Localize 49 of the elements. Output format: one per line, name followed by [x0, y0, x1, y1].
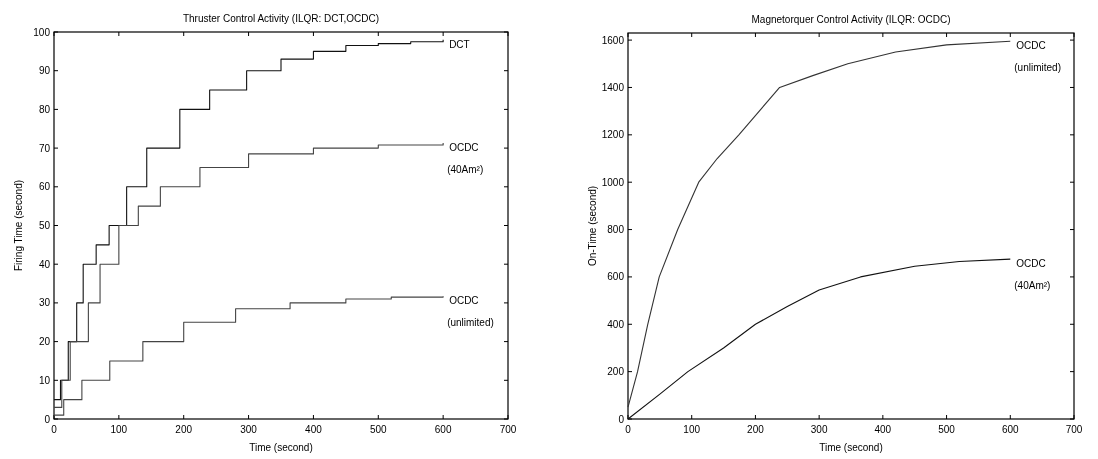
y-tick-label: 1000: [601, 176, 625, 188]
y-tick-label: 400: [607, 318, 625, 330]
series-label: OCDC (unlimited): [447, 295, 494, 329]
y-tick-label: 10: [38, 374, 51, 386]
y-axis-title: Firing Time (second): [13, 179, 24, 272]
x-tick-label: 600: [434, 424, 452, 435]
y-axis-title: On-Time (second): [587, 185, 598, 267]
x-tick-label: 400: [305, 424, 323, 435]
x-axis-title: Time (second): [819, 442, 883, 453]
x-tick-label: 200: [175, 424, 193, 435]
line-series: [627, 258, 1011, 420]
y-tick-label: 80: [38, 103, 51, 115]
y-tick-label: 90: [38, 65, 51, 77]
series-label: DCT: [449, 38, 470, 50]
y-tick-label: 100: [33, 26, 51, 38]
chart-title: Magnetorquer Control Activity (ILQR: OCDC): [751, 14, 951, 25]
x-tick-label: 600: [1001, 424, 1020, 435]
y-tick-label: 20: [38, 336, 51, 348]
chart-title: Thruster Control Activity (ILQR: DCT,OCDC): [182, 13, 380, 24]
y-tick-label: 1400: [601, 81, 625, 93]
x-tick-label: 700: [1065, 424, 1083, 435]
line-series: [627, 40, 1011, 408]
x-axis-title: Time (second): [249, 442, 313, 453]
y-tick-label: 600: [607, 271, 625, 283]
y-tick-label: 50: [38, 220, 51, 231]
y-tick-label: 0: [44, 413, 51, 425]
x-tick-label: 0: [51, 424, 58, 435]
x-tick-label: 100: [110, 424, 128, 435]
x-tick-label: 500: [369, 424, 388, 435]
y-tick-label: 1600: [601, 34, 625, 46]
x-tick-label: 300: [810, 424, 828, 435]
x-tick-label: 0: [625, 424, 632, 435]
y-tick-label: 0: [618, 413, 625, 425]
y-tick-label: 60: [38, 181, 51, 193]
y-tick-label: 200: [607, 366, 625, 378]
y-tick-label: 30: [38, 297, 51, 309]
y-tick-label: 70: [38, 142, 51, 154]
y-tick-label: 800: [607, 224, 625, 236]
series-label: OCDC (40Am²): [1014, 258, 1051, 292]
x-tick-label: 200: [747, 424, 765, 435]
x-tick-label: 100: [683, 424, 701, 435]
series-label: OCDC (40Am²): [447, 142, 484, 176]
x-tick-label: 400: [874, 424, 892, 435]
x-tick-label: 500: [938, 424, 956, 435]
x-tick-label: 700: [499, 424, 517, 435]
y-tick-label: 40: [38, 258, 51, 270]
series-label: OCDC (unlimited): [1014, 40, 1061, 74]
x-tick-label: 300: [240, 424, 258, 435]
y-tick-label: 1200: [601, 129, 625, 141]
